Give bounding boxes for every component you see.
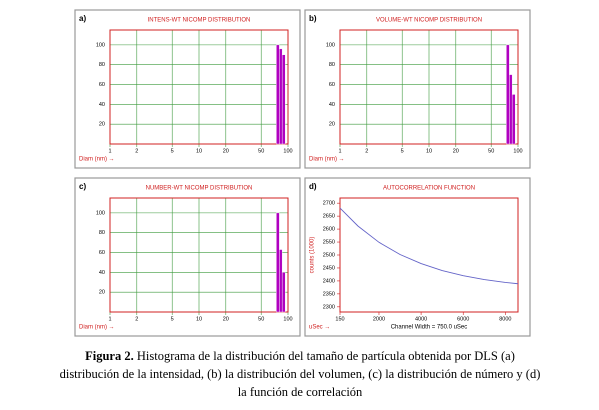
y-tick-label: 100 (326, 42, 335, 48)
x-tick-label: 50 (258, 316, 264, 322)
x-tick-label: 5 (171, 316, 174, 322)
y-tick-label: 2400 (323, 278, 335, 284)
caption-line: la función de correlación (238, 385, 363, 399)
y-axis-label: counts (1000) (310, 237, 316, 274)
x-tick-label: 5 (171, 148, 174, 154)
y-tick-label: 2700 (323, 201, 335, 207)
x-tick-label: 10 (426, 148, 432, 154)
y-tick-label: 40 (99, 102, 105, 108)
chart-title: VOLUME-WT NICOMP DISTRIBUTION (376, 18, 482, 24)
x-axis-label: uSec → (309, 325, 330, 331)
x-tick-label: 50 (488, 148, 494, 154)
x-tick-label: 2 (135, 148, 138, 154)
x-tick-label: 20 (223, 148, 229, 154)
x-tick-label: 20 (453, 148, 459, 154)
histogram-bar (511, 94, 516, 145)
y-tick-label: 2300 (323, 304, 335, 310)
x-tick-label: 100 (513, 148, 522, 154)
x-tick-label: 50 (258, 148, 264, 154)
panel-frame (74, 177, 301, 337)
y-tick-label: 100 (96, 210, 105, 216)
y-tick-label: 60 (329, 82, 335, 88)
y-tick-label: 2650 (323, 214, 335, 220)
x-tick-label: 2000 (373, 316, 385, 322)
histogram-bar (279, 249, 283, 313)
caption-label: Figura 2. (85, 349, 134, 363)
histogram-bar (276, 212, 280, 313)
y-tick-label: 80 (99, 230, 105, 236)
y-tick-label: 60 (99, 82, 105, 88)
y-tick-label: 2500 (323, 252, 335, 258)
chart-title: INTENS-WT NICOMP DISTRIBUTION (148, 18, 251, 24)
x-tick-label: 100 (283, 148, 292, 154)
chart-title: NUMBER-WT NICOMP DISTRIBUTION (146, 186, 253, 192)
plot-area (109, 197, 289, 313)
y-tick-label: 40 (329, 102, 335, 108)
x-tick-label: 1 (108, 148, 111, 154)
panel-label: d) (309, 182, 317, 191)
y-tick-label: 100 (96, 42, 105, 48)
histogram-bar (281, 272, 286, 313)
x-axis-label: Diam (nm) → (79, 157, 115, 163)
x-tick-label: 5 (401, 148, 404, 154)
plot-area (339, 29, 519, 145)
y-tick-label: 2350 (323, 291, 335, 297)
histogram-bar (506, 44, 510, 145)
y-tick-label: 20 (99, 122, 105, 128)
x-tick-label: 10 (196, 148, 202, 154)
x-axis-note: Channel Width = 750.0 uSec (391, 325, 468, 331)
x-axis-label: Diam (nm) → (309, 157, 345, 163)
panel-frame (304, 9, 531, 169)
y-tick-label: 80 (99, 62, 105, 68)
y-tick-label: 80 (329, 62, 335, 68)
x-tick-label: 20 (223, 316, 229, 322)
x-axis-label: Diam (nm) → (79, 325, 115, 331)
y-tick-label: 2600 (323, 227, 335, 233)
panel-label: a) (79, 14, 86, 23)
plot-area (109, 29, 289, 145)
panel-frame (74, 9, 301, 169)
y-tick-label: 40 (99, 270, 105, 276)
x-tick-label: 10 (196, 316, 202, 322)
y-tick-label: 20 (329, 122, 335, 128)
panel-label: b) (309, 14, 317, 23)
x-tick-label: 2 (365, 148, 368, 154)
histogram-bar (279, 48, 283, 145)
x-tick-label: 1 (108, 316, 111, 322)
x-tick-label: 6000 (457, 316, 469, 322)
caption-line: Figura 2. Histograma de la distribución … (85, 349, 515, 363)
line (339, 207, 519, 285)
caption-text: Histograma de la distribución del tamaño… (137, 349, 515, 363)
histogram-bar (281, 54, 286, 145)
histogram-bar (276, 44, 280, 145)
y-tick-label: 2450 (323, 265, 335, 271)
chart-title: AUTOCORRELATION FUNCTION (383, 186, 475, 192)
x-tick-label: 150 (335, 316, 344, 322)
y-tick-label: 20 (99, 290, 105, 296)
x-tick-label: 100 (283, 316, 292, 322)
x-tick-label: 4000 (415, 316, 427, 322)
x-tick-label: 8000 (499, 316, 511, 322)
panel-frame (304, 177, 531, 337)
y-tick-label: 2550 (323, 239, 335, 245)
histogram-bar (509, 74, 513, 145)
panel-label: c) (79, 182, 86, 191)
x-tick-label: 1 (338, 148, 341, 154)
x-tick-label: 2 (135, 316, 138, 322)
y-tick-label: 60 (99, 250, 105, 256)
plot-area (339, 197, 519, 313)
caption-line: distribución de la intensidad, (b) la di… (60, 367, 541, 381)
